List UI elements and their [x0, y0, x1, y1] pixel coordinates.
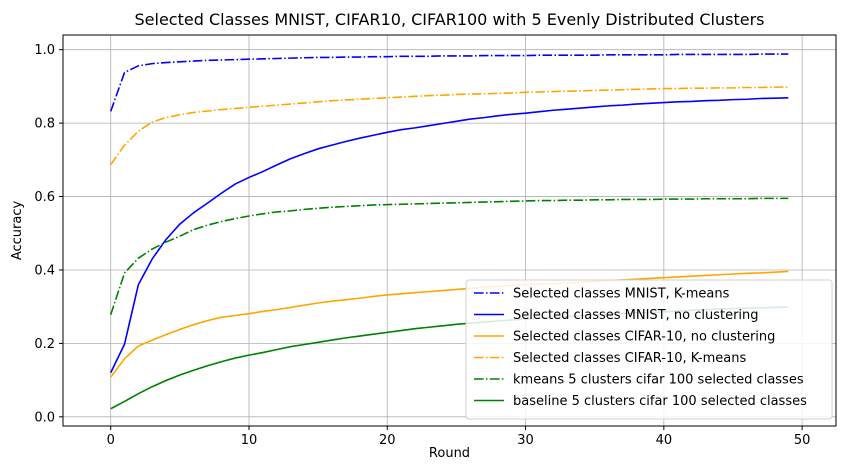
legend-label: kmeans 5 clusters cifar 100 selected cla… [513, 373, 804, 388]
x-tick-label: 10 [241, 433, 258, 448]
series-line [109, 96, 789, 374]
x-tick-label: 50 [794, 433, 811, 448]
axis-ticks: 0 10 20 30 40 50 0.0 0.2 0.4 0.6 0.8 1.0 [34, 43, 810, 448]
x-axis-label: Round [429, 446, 470, 461]
y-tick-label: 0.6 [34, 190, 55, 205]
legend: Selected classes MNIST, K-means Selected … [465, 279, 833, 420]
x-tick-label: 0 [107, 433, 115, 448]
legend-label: Selected classes CIFAR-10, K-means [513, 351, 746, 366]
legend-label: Selected classes CIFAR-10, no clustering [513, 330, 775, 345]
y-tick-label: 0.4 [34, 263, 55, 278]
legend-box [465, 279, 833, 420]
x-tick-label: 40 [656, 433, 673, 448]
legend-label: baseline 5 clusters cifar 100 selected c… [513, 394, 807, 409]
y-tick-label: 0.2 [34, 337, 55, 352]
plot-frame [62, 34, 837, 427]
series-line [110, 86, 789, 166]
legend-label: Selected classes MNIST, K-means [513, 287, 730, 302]
series-line [109, 53, 789, 112]
y-tick-label: 0.8 [34, 117, 55, 132]
y-tick-label: 0.0 [34, 410, 55, 425]
x-tick-label: 30 [517, 433, 534, 448]
series-line [110, 270, 789, 378]
x-tick-label: 20 [379, 433, 396, 448]
chart-title: Selected Classes MNIST, CIFAR10, CIFAR10… [135, 10, 765, 29]
legend-label: Selected classes MNIST, no clustering [513, 308, 759, 323]
y-axis-label: Accuracy [10, 201, 25, 261]
y-tick-label: 1.0 [34, 43, 55, 58]
series-line [109, 197, 789, 316]
